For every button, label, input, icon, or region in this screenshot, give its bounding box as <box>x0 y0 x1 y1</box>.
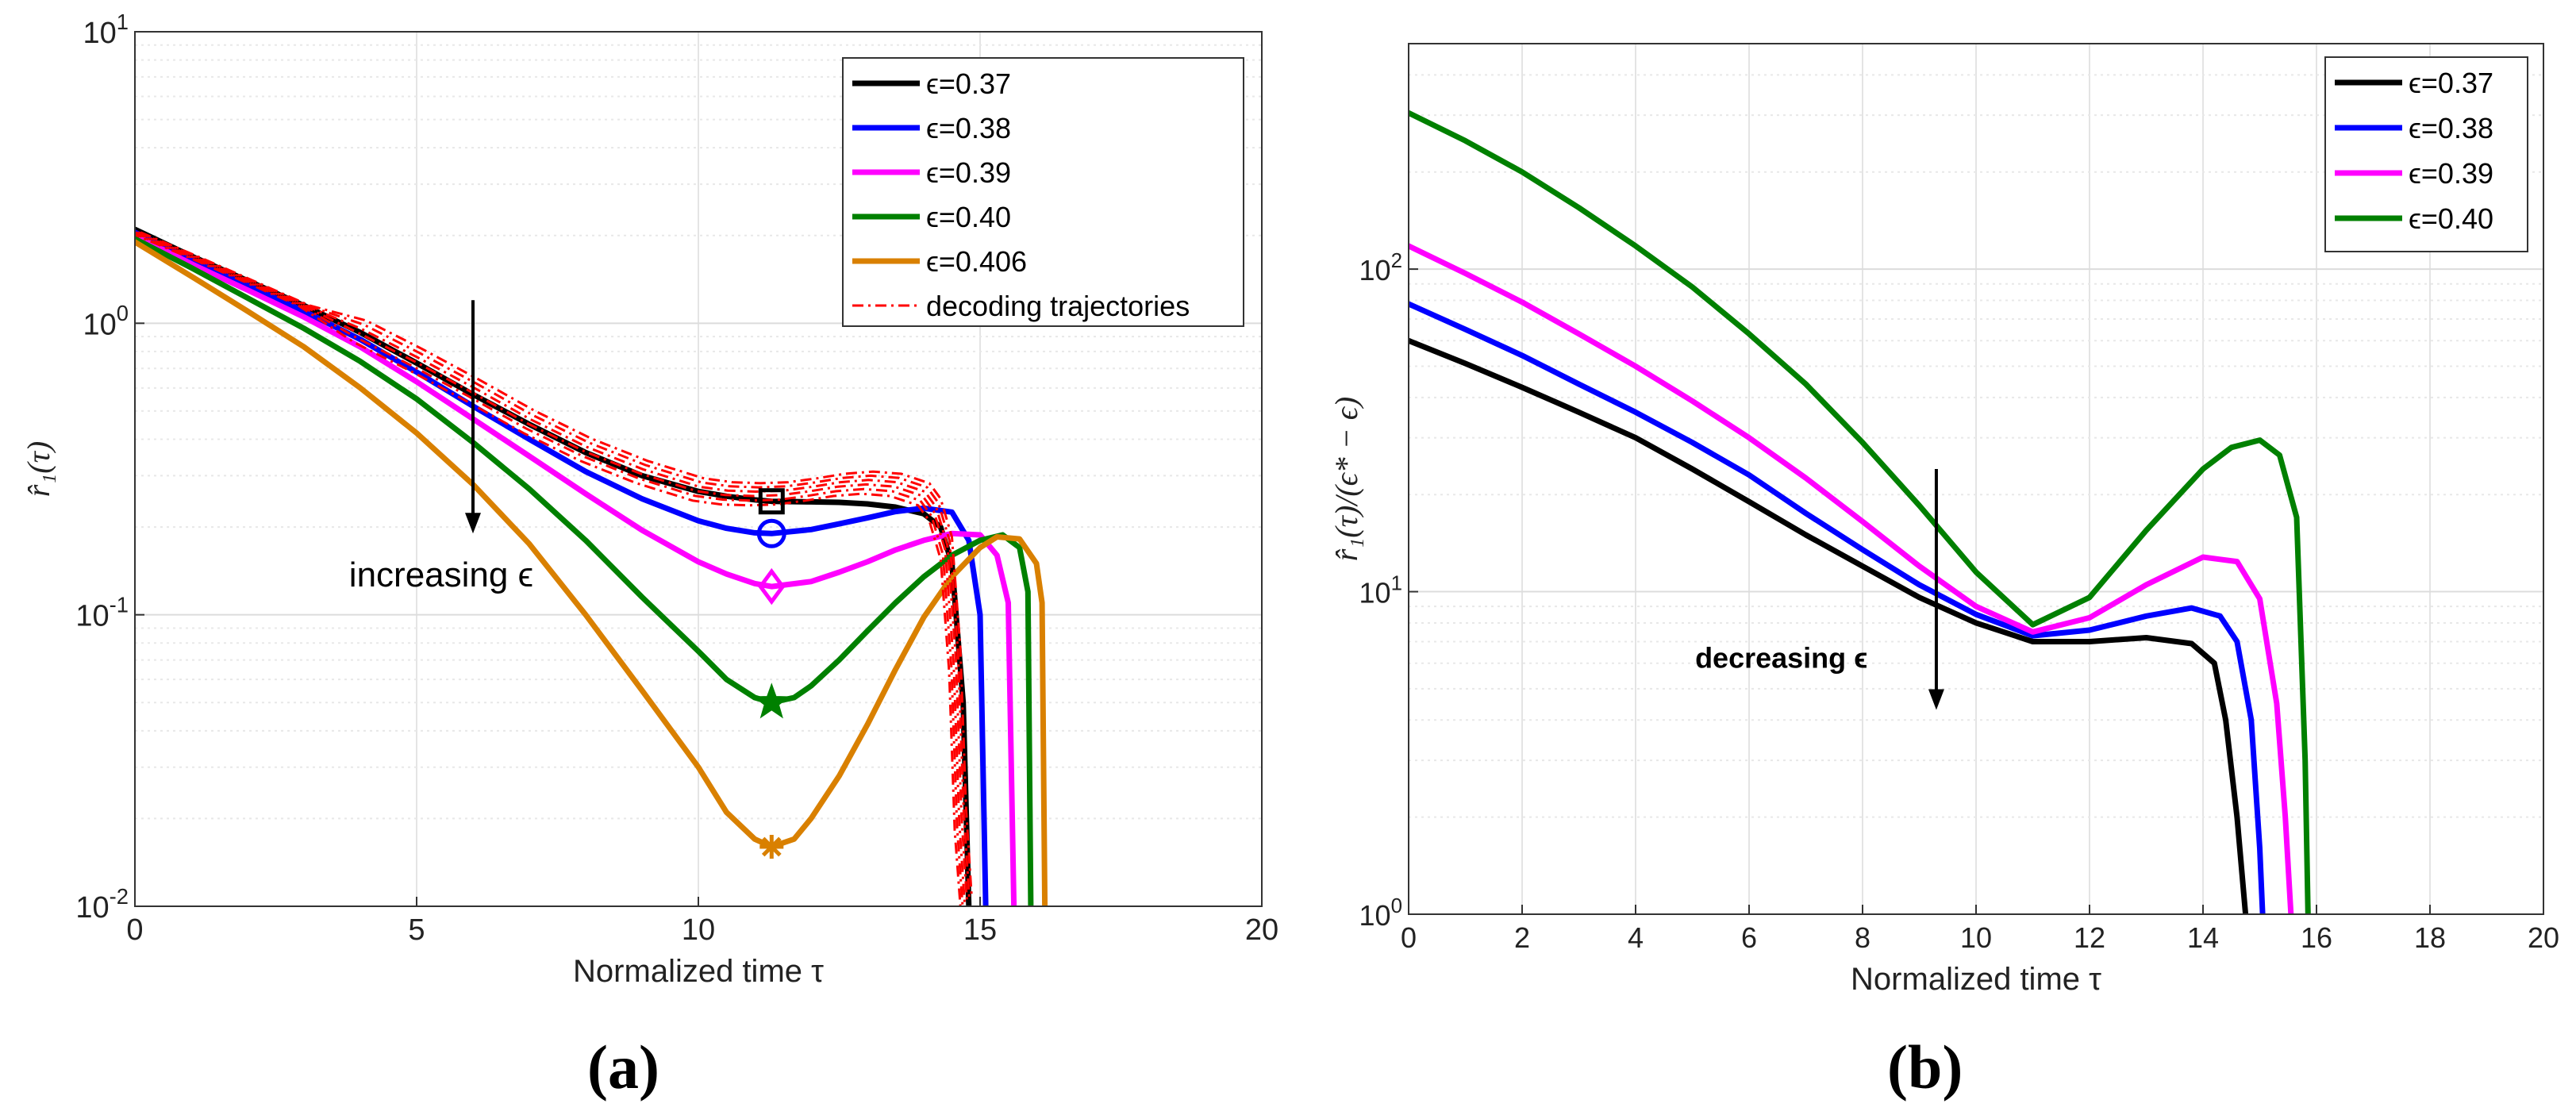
x-tick-label: 0 <box>126 913 143 947</box>
y-tick-label: 101 <box>83 10 129 50</box>
series-line-decoding-trajectories <box>135 232 964 906</box>
series-line-0-39 <box>135 233 1017 906</box>
x-tick-label: 14 <box>2187 921 2219 954</box>
series-line-decoding-trajectories <box>137 231 971 900</box>
legend: ϵ=0.37 ϵ=0.38 ϵ=0.39 ϵ=0.40 <box>2324 56 2528 252</box>
annotation-text: increasing ϵ <box>349 556 533 594</box>
x-axis-label: Normalized time τ <box>1851 962 2101 997</box>
x-tick-label: 18 <box>2414 921 2446 954</box>
series-line-0-39 <box>1409 243 2294 914</box>
legend-label: ϵ=0.40 <box>926 201 1011 233</box>
y-tick-label: 100 <box>1359 895 1402 932</box>
annotation-arrowhead <box>1928 689 1944 710</box>
panel-label-a: (a) <box>587 1032 659 1102</box>
marker-star <box>752 682 791 719</box>
y-tick-label: 100 <box>83 301 129 341</box>
series-line-0-38 <box>1409 301 2266 914</box>
legend: ϵ=0.37 ϵ=0.38 ϵ=0.39 ϵ=0.40 ϵ=0.406 decoding … <box>842 57 1244 327</box>
annotation-arrowhead <box>465 513 481 534</box>
x-tick-label: 12 <box>2074 921 2105 954</box>
marker-asterisk-stroke <box>761 836 782 857</box>
series-line-decoding-trajectories <box>135 231 969 905</box>
series-line-decoding-trajectories <box>140 231 973 896</box>
x-tick-label: 16 <box>2301 921 2332 954</box>
legend-label: decoding trajectories <box>926 290 1190 322</box>
x-tick-label: 10 <box>1960 921 1992 954</box>
legend-label: ϵ=0.38 <box>2409 112 2493 144</box>
marker-square <box>758 488 785 515</box>
legend-label: ϵ=0.37 <box>926 67 1011 100</box>
legend-label: ϵ=0.38 <box>926 112 1011 144</box>
x-tick-label: 6 <box>1741 921 1757 954</box>
x-tick-label: 15 <box>963 913 997 947</box>
series-line-decoding-trajectories <box>135 231 967 906</box>
series-line-decoding-trajectories <box>135 233 962 906</box>
legend-label: ϵ=0.40 <box>2409 202 2493 235</box>
x-tick-label: 20 <box>2528 921 2559 954</box>
series-line-0-37 <box>1409 337 2249 914</box>
x-tick-label: 0 <box>1401 921 1417 954</box>
y-axis-label: r̂₁(τ)/(ϵ* − ϵ) <box>1328 397 1364 561</box>
panel-label-b: (b) <box>1887 1032 1963 1102</box>
y-tick-label: 101 <box>1359 572 1402 609</box>
legend-box <box>842 57 1244 327</box>
series-line-0-40 <box>1409 110 2311 914</box>
legend-label: ϵ=0.406 <box>926 245 1027 278</box>
series-group <box>135 226 1048 906</box>
chart-panel-a: 0 5 10 15 20 10-2 10-1 100 101 Normalized time τ r… <box>21 10 1278 989</box>
x-axis-label: Normalized time τ <box>573 954 824 989</box>
chart-panel-b: 0 2 4 6 8 10 12 14 16 18 20 100 101 102 Normalized tim… <box>1328 43 2559 997</box>
x-tick-label: 10 <box>682 913 715 947</box>
marker-circle <box>756 518 786 548</box>
y-tick-label: 10-1 <box>75 593 129 633</box>
x-tick-label: 4 <box>1628 921 1644 954</box>
legend-label: ϵ=0.39 <box>2409 157 2493 190</box>
x-tick-label: 20 <box>1245 913 1278 947</box>
y-axis-label: r̂₁(τ) <box>21 441 56 497</box>
y-tick-label: 10-2 <box>75 884 129 925</box>
annotation-text: decreasing ϵ <box>1695 642 1867 675</box>
x-tick-label: 2 <box>1514 921 1530 954</box>
legend-label: ϵ=0.39 <box>926 156 1011 189</box>
series-group <box>1409 110 2311 914</box>
y-tick-label: 102 <box>1359 250 1402 286</box>
x-tick-label: 5 <box>408 913 425 947</box>
marker-diamond <box>758 567 786 606</box>
x-tick-label: 8 <box>1855 921 1870 954</box>
legend-label: ϵ=0.37 <box>2409 67 2493 99</box>
